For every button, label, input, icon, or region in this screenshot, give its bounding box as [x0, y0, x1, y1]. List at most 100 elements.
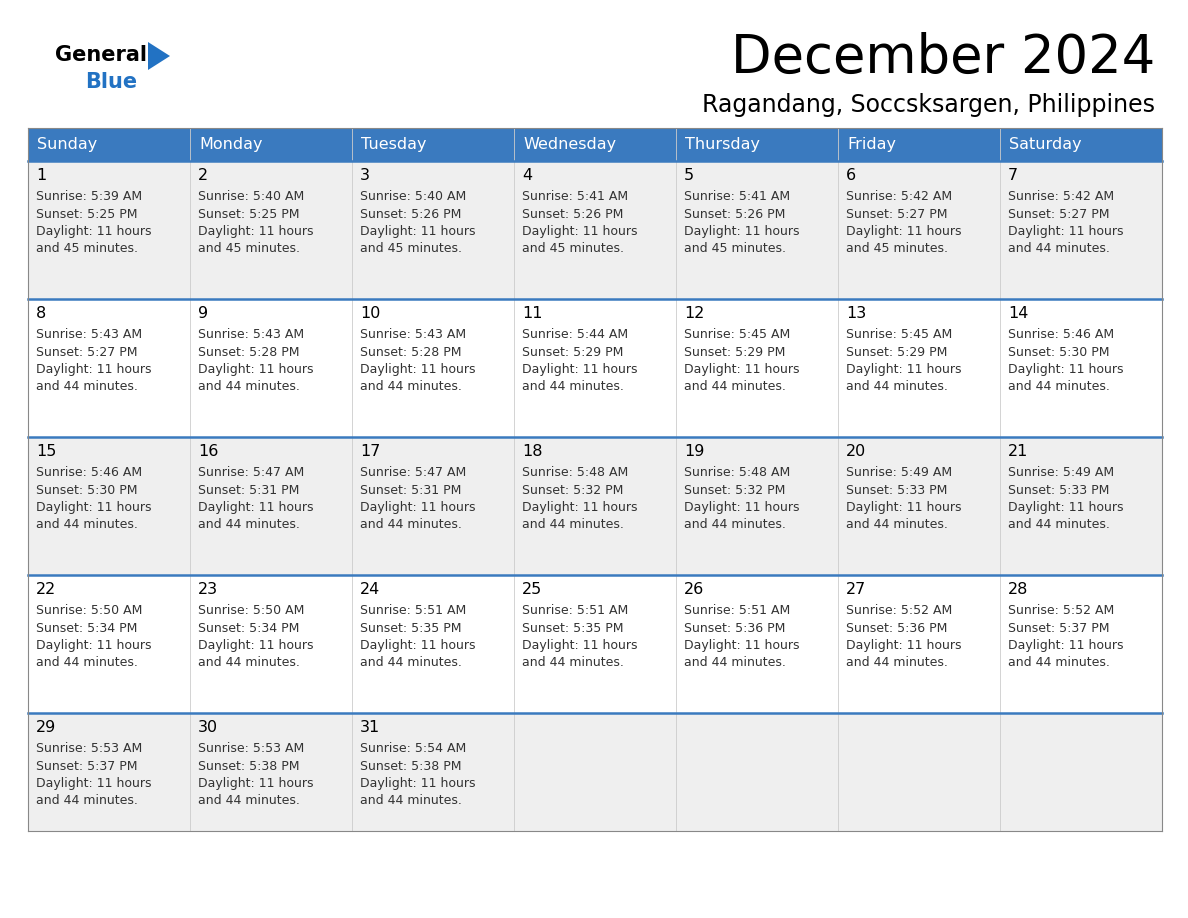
- Text: Daylight: 11 hours: Daylight: 11 hours: [360, 225, 475, 238]
- Text: 11: 11: [522, 307, 543, 321]
- Text: Daylight: 11 hours: Daylight: 11 hours: [36, 225, 152, 238]
- Text: and 44 minutes.: and 44 minutes.: [36, 655, 138, 668]
- Text: Daylight: 11 hours: Daylight: 11 hours: [846, 639, 961, 652]
- Text: and 44 minutes.: and 44 minutes.: [198, 379, 299, 393]
- Text: and 44 minutes.: and 44 minutes.: [360, 655, 462, 668]
- Text: Tuesday: Tuesday: [361, 137, 426, 152]
- Text: Sunrise: 5:45 AM: Sunrise: 5:45 AM: [684, 329, 790, 341]
- Text: 12: 12: [684, 307, 704, 321]
- Text: Friday: Friday: [847, 137, 896, 152]
- Text: Sunrise: 5:46 AM: Sunrise: 5:46 AM: [36, 466, 143, 479]
- Text: Sunrise: 5:52 AM: Sunrise: 5:52 AM: [846, 604, 953, 618]
- Text: Sunrise: 5:47 AM: Sunrise: 5:47 AM: [198, 466, 304, 479]
- Text: and 45 minutes.: and 45 minutes.: [684, 241, 786, 254]
- Text: and 44 minutes.: and 44 minutes.: [1007, 518, 1110, 531]
- Text: Sunset: 5:37 PM: Sunset: 5:37 PM: [1007, 621, 1110, 634]
- Text: Daylight: 11 hours: Daylight: 11 hours: [198, 500, 314, 513]
- Text: 15: 15: [36, 444, 56, 460]
- Text: Daylight: 11 hours: Daylight: 11 hours: [1007, 500, 1124, 513]
- Text: Daylight: 11 hours: Daylight: 11 hours: [684, 500, 800, 513]
- Text: and 44 minutes.: and 44 minutes.: [360, 379, 462, 393]
- Text: Sunrise: 5:40 AM: Sunrise: 5:40 AM: [198, 191, 304, 204]
- Text: Sunset: 5:31 PM: Sunset: 5:31 PM: [360, 484, 461, 497]
- Text: 6: 6: [846, 169, 857, 184]
- Text: Sunset: 5:26 PM: Sunset: 5:26 PM: [522, 207, 624, 220]
- Text: Blue: Blue: [86, 72, 137, 92]
- Text: Daylight: 11 hours: Daylight: 11 hours: [846, 500, 961, 513]
- Text: 14: 14: [1007, 307, 1029, 321]
- Text: Monday: Monday: [200, 137, 263, 152]
- Text: Sunset: 5:36 PM: Sunset: 5:36 PM: [846, 621, 947, 634]
- Text: Daylight: 11 hours: Daylight: 11 hours: [360, 363, 475, 375]
- Text: Sunrise: 5:44 AM: Sunrise: 5:44 AM: [522, 329, 628, 341]
- Text: Sunset: 5:32 PM: Sunset: 5:32 PM: [684, 484, 785, 497]
- Text: Sunset: 5:29 PM: Sunset: 5:29 PM: [846, 345, 947, 359]
- Text: 9: 9: [198, 307, 208, 321]
- Text: 7: 7: [1007, 169, 1018, 184]
- Text: Daylight: 11 hours: Daylight: 11 hours: [522, 500, 638, 513]
- Text: 22: 22: [36, 583, 56, 598]
- Text: and 45 minutes.: and 45 minutes.: [198, 241, 301, 254]
- Text: Sunset: 5:35 PM: Sunset: 5:35 PM: [360, 621, 461, 634]
- Text: 3: 3: [360, 169, 369, 184]
- Text: and 44 minutes.: and 44 minutes.: [684, 655, 786, 668]
- Text: Sunrise: 5:53 AM: Sunrise: 5:53 AM: [198, 743, 304, 756]
- Text: and 45 minutes.: and 45 minutes.: [36, 241, 138, 254]
- Text: Daylight: 11 hours: Daylight: 11 hours: [360, 639, 475, 652]
- Text: 27: 27: [846, 583, 866, 598]
- Text: Ragandang, Soccsksargen, Philippines: Ragandang, Soccsksargen, Philippines: [702, 93, 1155, 117]
- Text: General: General: [55, 45, 147, 65]
- Text: and 45 minutes.: and 45 minutes.: [522, 241, 624, 254]
- Text: Sunrise: 5:51 AM: Sunrise: 5:51 AM: [522, 604, 628, 618]
- Text: Daylight: 11 hours: Daylight: 11 hours: [36, 500, 152, 513]
- Text: and 44 minutes.: and 44 minutes.: [36, 379, 138, 393]
- Text: Sunset: 5:34 PM: Sunset: 5:34 PM: [198, 621, 299, 634]
- Text: Sunrise: 5:48 AM: Sunrise: 5:48 AM: [684, 466, 790, 479]
- Text: Sunrise: 5:53 AM: Sunrise: 5:53 AM: [36, 743, 143, 756]
- Text: Daylight: 11 hours: Daylight: 11 hours: [198, 777, 314, 789]
- Text: Sunset: 5:33 PM: Sunset: 5:33 PM: [846, 484, 947, 497]
- Text: Sunset: 5:38 PM: Sunset: 5:38 PM: [198, 759, 299, 773]
- Text: Sunrise: 5:47 AM: Sunrise: 5:47 AM: [360, 466, 466, 479]
- Text: and 44 minutes.: and 44 minutes.: [36, 793, 138, 807]
- Text: Sunrise: 5:41 AM: Sunrise: 5:41 AM: [684, 191, 790, 204]
- Text: Sunset: 5:29 PM: Sunset: 5:29 PM: [684, 345, 785, 359]
- Text: Sunset: 5:35 PM: Sunset: 5:35 PM: [522, 621, 624, 634]
- Text: 13: 13: [846, 307, 866, 321]
- Text: 10: 10: [360, 307, 380, 321]
- Text: Sunrise: 5:51 AM: Sunrise: 5:51 AM: [360, 604, 466, 618]
- Text: Sunrise: 5:45 AM: Sunrise: 5:45 AM: [846, 329, 953, 341]
- Text: and 45 minutes.: and 45 minutes.: [846, 241, 948, 254]
- Bar: [29, 713, 1162, 831]
- Text: Daylight: 11 hours: Daylight: 11 hours: [360, 777, 475, 789]
- Text: and 44 minutes.: and 44 minutes.: [1007, 655, 1110, 668]
- Text: and 44 minutes.: and 44 minutes.: [846, 655, 948, 668]
- Text: 4: 4: [522, 169, 532, 184]
- Text: and 44 minutes.: and 44 minutes.: [522, 518, 624, 531]
- Text: Sunset: 5:25 PM: Sunset: 5:25 PM: [36, 207, 138, 220]
- Text: Daylight: 11 hours: Daylight: 11 hours: [684, 363, 800, 375]
- Text: Sunrise: 5:41 AM: Sunrise: 5:41 AM: [522, 191, 628, 204]
- Text: Daylight: 11 hours: Daylight: 11 hours: [36, 777, 152, 789]
- Bar: [29, 161, 1162, 299]
- Text: Daylight: 11 hours: Daylight: 11 hours: [36, 639, 152, 652]
- Text: 24: 24: [360, 583, 380, 598]
- Text: Daylight: 11 hours: Daylight: 11 hours: [198, 225, 314, 238]
- Bar: [29, 437, 1162, 575]
- Text: and 44 minutes.: and 44 minutes.: [684, 379, 786, 393]
- Bar: [29, 128, 1162, 161]
- Text: 17: 17: [360, 444, 380, 460]
- Text: Daylight: 11 hours: Daylight: 11 hours: [360, 500, 475, 513]
- Text: and 45 minutes.: and 45 minutes.: [360, 241, 462, 254]
- Text: Daylight: 11 hours: Daylight: 11 hours: [846, 225, 961, 238]
- Text: Sunset: 5:25 PM: Sunset: 5:25 PM: [198, 207, 299, 220]
- Text: Sunset: 5:32 PM: Sunset: 5:32 PM: [522, 484, 624, 497]
- Text: Sunset: 5:28 PM: Sunset: 5:28 PM: [360, 345, 461, 359]
- Text: 1: 1: [36, 169, 46, 184]
- Text: Sunrise: 5:43 AM: Sunrise: 5:43 AM: [360, 329, 466, 341]
- Bar: [29, 299, 1162, 437]
- Text: and 44 minutes.: and 44 minutes.: [846, 518, 948, 531]
- Text: 5: 5: [684, 169, 694, 184]
- Text: 31: 31: [360, 721, 380, 735]
- Text: Daylight: 11 hours: Daylight: 11 hours: [1007, 225, 1124, 238]
